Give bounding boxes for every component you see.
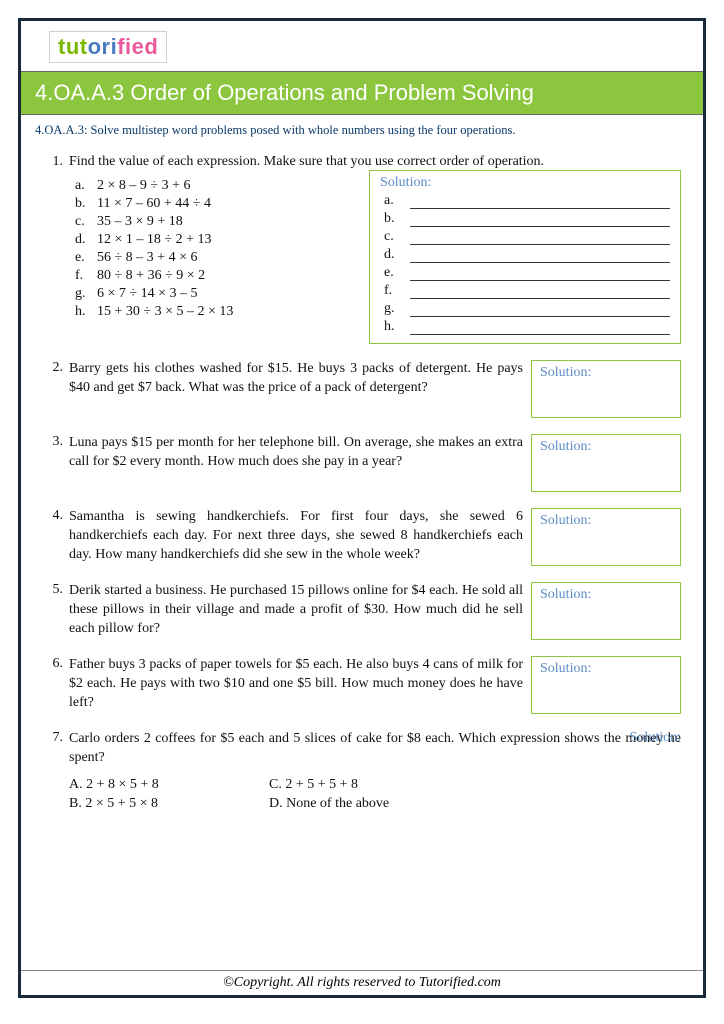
expression-item: c.35 – 3 × 9 + 18 [75, 214, 359, 230]
expression-item: h.15 + 30 ÷ 3 × 5 – 2 × 13 [75, 304, 359, 320]
solution-box: Solution: [531, 360, 681, 418]
answer-letter: f. [384, 283, 406, 299]
question-number: 6. [43, 656, 69, 672]
answer-line: g. [384, 301, 670, 317]
expression-list: a.2 × 8 – 9 ÷ 3 + 6b.11 × 7 – 60 + 44 ÷ … [69, 170, 359, 344]
expression-item: a.2 × 8 – 9 ÷ 3 + 6 [75, 178, 359, 194]
worksheet-page: tutorified 4.OA.A.3 Order of Operations … [18, 18, 706, 998]
answer-line: e. [384, 265, 670, 281]
expression-item: g.6 × 7 ÷ 14 × 3 – 5 [75, 286, 359, 302]
question-7: 7. Solution: Carlo orders 2 coffees for … [43, 730, 681, 815]
answer-letter: h. [384, 319, 406, 335]
item-letter: d. [75, 232, 97, 248]
answer-line: d. [384, 247, 670, 263]
question-text: Samantha is sewing handkerchiefs. For fi… [69, 508, 523, 565]
expression-item: e.56 ÷ 8 – 3 + 4 × 6 [75, 250, 359, 266]
question-number: 5. [43, 582, 69, 598]
answer-choices: A. 2 + 8 × 5 + 8 B. 2 × 5 + 5 × 8 C. 2 +… [69, 774, 681, 815]
logo-part-1: tut [58, 34, 88, 59]
question-6: 6. Father buys 3 packs of paper towels f… [43, 656, 681, 714]
blank-line[interactable] [410, 303, 670, 317]
choice-a: A. 2 + 8 × 5 + 8 [69, 777, 269, 793]
answer-letter: d. [384, 247, 406, 263]
question-prompt: Find the value of each expression. Make … [69, 154, 681, 170]
answer-line: f. [384, 283, 670, 299]
expression: 15 + 30 ÷ 3 × 5 – 2 × 13 [97, 304, 233, 320]
page-title: 4.OA.A.3 Order of Operations and Problem… [21, 71, 703, 115]
solution-box: Solution: [531, 434, 681, 492]
standard-description: 4.OA.A.3: Solve multistep word problems … [21, 115, 703, 142]
answer-letter: b. [384, 211, 406, 227]
blank-line[interactable] [410, 249, 670, 263]
item-letter: e. [75, 250, 97, 266]
expression: 56 ÷ 8 – 3 + 4 × 6 [97, 250, 197, 266]
expression-item: b.11 × 7 – 60 + 44 ÷ 4 [75, 196, 359, 212]
solution-label: Solution: [380, 175, 670, 191]
question-3: 3. Luna pays $15 per month for her telep… [43, 434, 681, 492]
question-2: 2. Barry gets his clothes washed for $15… [43, 360, 681, 418]
question-text: Derik started a business. He purchased 1… [69, 582, 523, 639]
logo: tutorified [49, 31, 167, 63]
logo-part-3: fied [117, 34, 158, 59]
question-5: 5. Derik started a business. He purchase… [43, 582, 681, 640]
item-letter: b. [75, 196, 97, 212]
answer-line: h. [384, 319, 670, 335]
blank-line[interactable] [410, 285, 670, 299]
question-text: Father buys 3 packs of paper towels for … [69, 656, 523, 713]
expression: 35 – 3 × 9 + 18 [97, 214, 183, 230]
expression: 6 × 7 ÷ 14 × 3 – 5 [97, 286, 197, 302]
question-1: 1. Find the value of each expression. Ma… [43, 154, 681, 344]
blank-line[interactable] [410, 213, 670, 227]
choice-d: D. None of the above [269, 796, 469, 812]
expression: 11 × 7 – 60 + 44 ÷ 4 [97, 196, 211, 212]
choice-b: B. 2 × 5 + 5 × 8 [69, 796, 269, 812]
blank-line[interactable] [410, 231, 670, 245]
question-text: Luna pays $15 per month for her telephon… [69, 434, 523, 472]
answer-letter: g. [384, 301, 406, 317]
expression-item: f.80 ÷ 8 + 36 ÷ 9 × 2 [75, 268, 359, 284]
solution-box: Solution: [531, 656, 681, 714]
footer-copyright: ©Copyright. All rights reserved to Tutor… [21, 970, 703, 995]
question-text: Carlo orders 2 coffees for $5 each and 5… [69, 730, 681, 768]
blank-line[interactable] [410, 321, 670, 335]
answer-letter: a. [384, 193, 406, 209]
solution-box: Solution: [531, 582, 681, 640]
blank-line[interactable] [410, 267, 670, 281]
item-letter: g. [75, 286, 97, 302]
answer-letter: e. [384, 265, 406, 281]
expression: 12 × 1 – 18 ÷ 2 + 13 [97, 232, 211, 248]
item-letter: a. [75, 178, 97, 194]
blank-line[interactable] [410, 195, 670, 209]
expression: 2 × 8 – 9 ÷ 3 + 6 [97, 178, 190, 194]
answer-line: a. [384, 193, 670, 209]
answer-line: b. [384, 211, 670, 227]
question-number: 2. [43, 360, 69, 376]
item-letter: f. [75, 268, 97, 284]
question-text: Barry gets his clothes washed for $15. H… [69, 360, 523, 398]
question-4: 4. Samantha is sewing handkerchiefs. For… [43, 508, 681, 566]
item-letter: c. [75, 214, 97, 230]
answer-letter: c. [384, 229, 406, 245]
solution-box: Solution: a. b. c. d. e. f. g. h. [369, 170, 681, 344]
item-letter: h. [75, 304, 97, 320]
answer-line: c. [384, 229, 670, 245]
expression-item: d.12 × 1 – 18 ÷ 2 + 13 [75, 232, 359, 248]
question-number: 1. [43, 154, 69, 170]
choice-c: C. 2 + 5 + 5 + 8 [269, 777, 469, 793]
question-number: 3. [43, 434, 69, 450]
content: 1. Find the value of each expression. Ma… [21, 142, 703, 815]
solution-label: Solution: [630, 730, 681, 746]
solution-box: Solution: [531, 508, 681, 566]
expression: 80 ÷ 8 + 36 ÷ 9 × 2 [97, 268, 205, 284]
question-number: 4. [43, 508, 69, 524]
logo-part-2: ori [88, 34, 118, 59]
question-number: 7. [43, 730, 69, 746]
